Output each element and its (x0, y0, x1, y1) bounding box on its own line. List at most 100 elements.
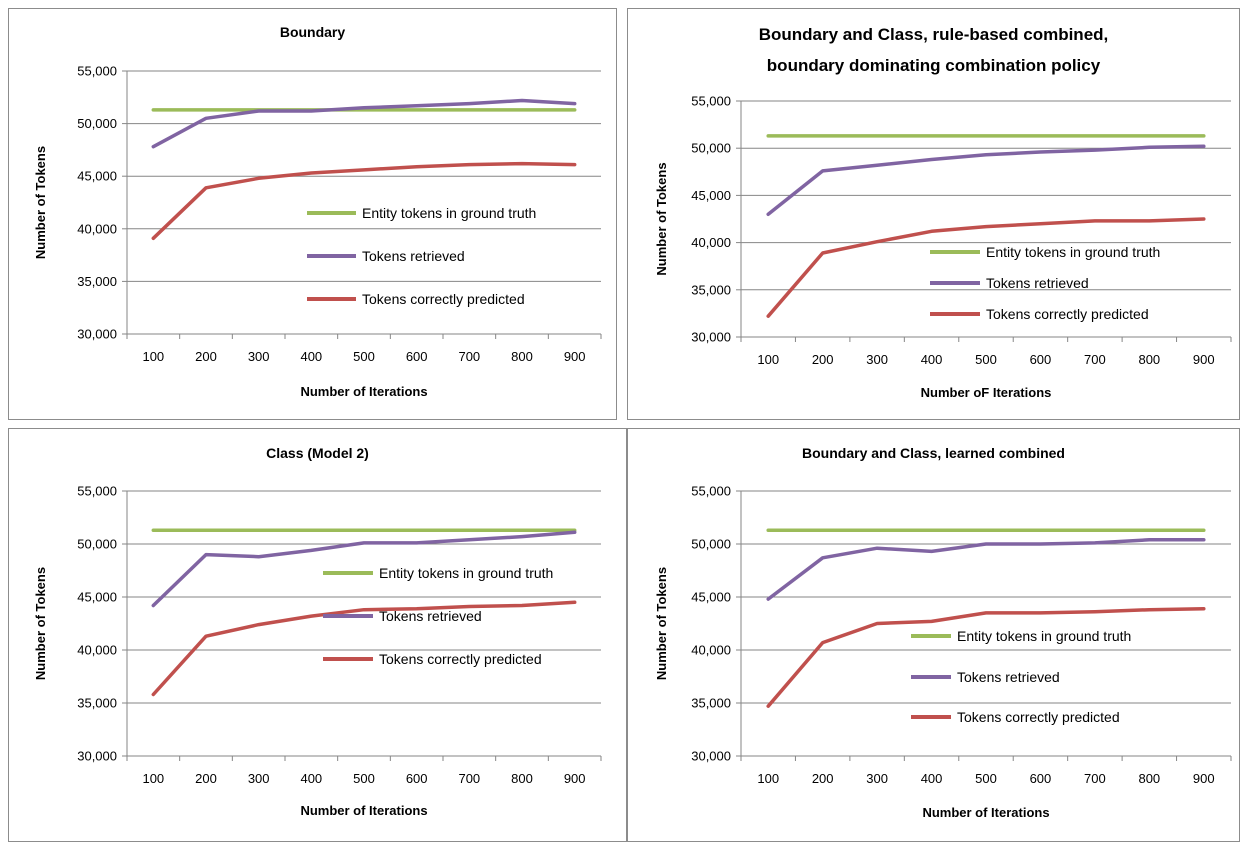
y-tick-label: 30,000 (77, 749, 117, 764)
x-tick-label: 300 (248, 771, 270, 786)
x-tick-label: 500 (353, 771, 375, 786)
x-tick-label: 100 (142, 349, 164, 364)
legend: Entity tokens in ground truth Tokens retr… (307, 205, 536, 307)
y-tick-label: 50,000 (691, 537, 731, 552)
legend-label-tokens-retrieved: Tokens retrieved (957, 669, 1060, 685)
x-tick-label: 400 (921, 352, 943, 367)
y-tick-label: 50,000 (691, 141, 731, 156)
x-tick-label: 700 (458, 771, 480, 786)
y-axis-label: Number of Tokens (654, 567, 669, 680)
chart-title: Class (Model 2) (266, 445, 369, 461)
legend: Entity tokens in ground truth Tokens retr… (323, 565, 553, 667)
x-tick-label: 600 (1030, 352, 1052, 367)
y-tick-label: 30,000 (77, 327, 117, 342)
y-tick-label: 50,000 (77, 116, 117, 131)
y-tick-label: 50,000 (77, 537, 117, 552)
legend-label-tokens-correct: Tokens correctly predicted (362, 291, 525, 307)
series-line-tokens-retrieved (766, 538, 1206, 601)
x-tick-label: 900 (564, 349, 586, 364)
chart-panel-2: 30,000 35,000 40,000 45,000 50,000 55,000 100 2… (627, 8, 1240, 420)
x-tick-label: 900 (1193, 352, 1215, 367)
x-tick-label: 600 (1030, 771, 1052, 786)
x-axis-label: Number of Iterations (300, 803, 427, 818)
x-tick-label: 500 (975, 352, 997, 367)
legend-label-tokens-correct: Tokens correctly predicted (379, 651, 542, 667)
series-line-tokens-correct (766, 606, 1206, 708)
legend-label-tokens-retrieved: Tokens retrieved (986, 275, 1089, 291)
series-line-tokens-retrieved (151, 530, 577, 608)
x-tick-label: 400 (300, 771, 322, 786)
x-tick-label: 500 (975, 771, 997, 786)
y-tick-label: 55,000 (691, 484, 731, 499)
x-tick-label: 600 (406, 349, 428, 364)
chart-title: Boundary and Class, learned combined (802, 445, 1065, 461)
chart-panel-1: 30,000 35,000 40,000 45,000 50,000 55,000 100 2… (8, 8, 617, 420)
y-tick-label: 40,000 (691, 235, 731, 250)
x-tick-label: 400 (921, 771, 943, 786)
x-axis-label: Number of Iterations (922, 805, 1049, 820)
x-tick-label: 700 (458, 349, 480, 364)
legend-label-tokens-correct: Tokens correctly predicted (957, 709, 1120, 725)
legend-label-tokens-correct: Tokens correctly predicted (986, 306, 1149, 322)
y-tick-label: 30,000 (691, 330, 731, 345)
y-tick-label: 40,000 (691, 643, 731, 658)
legend-label-tokens-retrieved: Tokens retrieved (379, 608, 482, 624)
y-tick-label: 35,000 (77, 696, 117, 711)
y-axis-label: Number of Tokens (33, 567, 48, 680)
chart-title: boundary dominating combination policy (767, 56, 1101, 75)
x-tick-label: 200 (812, 352, 834, 367)
y-tick-label: 55,000 (77, 484, 117, 499)
x-tick-label: 400 (300, 349, 322, 364)
x-tick-label: 800 (1138, 352, 1160, 367)
legend-label-ground-truth: Entity tokens in ground truth (986, 244, 1160, 260)
x-tick-label: 300 (866, 352, 888, 367)
series-line-tokens-correct (766, 217, 1206, 318)
x-tick-label: 100 (757, 352, 779, 367)
x-tick-label: 300 (866, 771, 888, 786)
x-axis-label: Number oF Iterations (921, 385, 1052, 400)
legend-label-ground-truth: Entity tokens in ground truth (379, 565, 553, 581)
y-tick-label: 45,000 (691, 188, 731, 203)
legend: Entity tokens in ground truth Tokens retr… (930, 244, 1160, 322)
x-tick-label: 600 (406, 771, 428, 786)
y-tick-label: 55,000 (691, 94, 731, 109)
x-tick-label: 700 (1084, 352, 1106, 367)
series-line-tokens-correct (151, 161, 577, 241)
y-axis-label: Number of Tokens (654, 162, 669, 275)
x-tick-label: 700 (1084, 771, 1106, 786)
y-axis-label: Number of Tokens (33, 146, 48, 259)
y-tick-label: 40,000 (77, 221, 117, 236)
chart-panel-3: 30,000 35,000 40,000 45,000 50,000 55,000 100 2… (8, 428, 627, 842)
x-axis-label: Number of Iterations (300, 384, 427, 399)
series-line-tokens-retrieved (151, 98, 577, 149)
y-tick-label: 35,000 (691, 282, 731, 297)
y-tick-label: 40,000 (77, 643, 117, 658)
legend-label-ground-truth: Entity tokens in ground truth (362, 205, 536, 221)
x-tick-label: 900 (1193, 771, 1215, 786)
y-tick-label: 35,000 (77, 274, 117, 289)
chart-title: Boundary and Class, rule-based combined, (759, 25, 1109, 44)
y-tick-label: 35,000 (691, 696, 731, 711)
chart-frame (627, 8, 1240, 420)
y-tick-label: 30,000 (691, 749, 731, 764)
x-tick-label: 500 (353, 349, 375, 364)
x-tick-label: 100 (757, 771, 779, 786)
x-tick-label: 100 (142, 771, 164, 786)
x-tick-label: 200 (195, 349, 217, 364)
y-tick-label: 45,000 (77, 590, 117, 605)
y-tick-label: 55,000 (77, 64, 117, 79)
x-tick-label: 800 (511, 349, 533, 364)
y-tick-label: 45,000 (77, 169, 117, 184)
series-line-tokens-correct (151, 600, 577, 697)
chart-panel-4: 30,000 35,000 40,000 45,000 50,000 55,000 100 2… (627, 428, 1240, 842)
legend-label-ground-truth: Entity tokens in ground truth (957, 628, 1131, 644)
y-tick-label: 45,000 (691, 590, 731, 605)
legend: Entity tokens in ground truth Tokens retr… (911, 628, 1131, 725)
x-tick-label: 900 (564, 771, 586, 786)
x-tick-label: 300 (248, 349, 270, 364)
chart-title: Boundary (280, 24, 346, 40)
series-line-tokens-retrieved (766, 144, 1206, 217)
legend-label-tokens-retrieved: Tokens retrieved (362, 248, 465, 264)
x-tick-label: 800 (1138, 771, 1160, 786)
